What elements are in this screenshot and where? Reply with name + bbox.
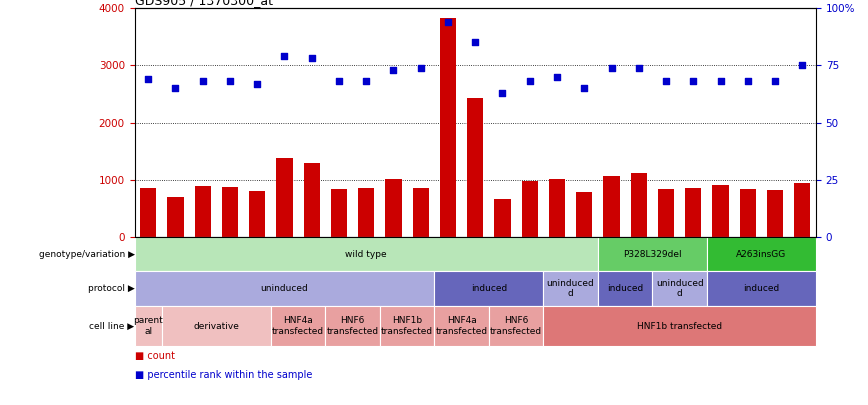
Point — [168, 85, 182, 92]
Bar — [598, 237, 707, 271]
Bar — [135, 271, 434, 306]
Bar — [276, 158, 293, 237]
Point — [141, 76, 155, 82]
Text: ■ count: ■ count — [135, 351, 174, 361]
Point — [386, 67, 400, 73]
Point — [250, 80, 264, 87]
Point — [741, 78, 755, 85]
Bar — [249, 191, 266, 237]
Bar — [576, 192, 593, 237]
Point — [359, 78, 373, 85]
Bar — [467, 98, 483, 237]
Bar — [358, 188, 374, 237]
Text: uninduced: uninduced — [260, 284, 308, 293]
Text: A263insGG: A263insGG — [736, 249, 786, 259]
Bar — [630, 173, 647, 237]
Bar — [598, 271, 653, 306]
Bar — [543, 306, 816, 346]
Bar — [168, 198, 184, 237]
Point — [577, 85, 591, 92]
Bar — [434, 306, 489, 346]
Bar — [549, 179, 565, 237]
Point — [768, 78, 782, 85]
Bar — [161, 306, 271, 346]
Point — [795, 62, 809, 68]
Bar — [707, 237, 816, 271]
Bar — [713, 185, 729, 237]
Bar — [412, 188, 429, 237]
Bar — [271, 306, 326, 346]
Text: HNF1b
transfected: HNF1b transfected — [381, 316, 433, 336]
Bar — [135, 306, 161, 346]
Point — [278, 53, 292, 60]
Text: protocol ▶: protocol ▶ — [88, 284, 135, 293]
Point — [414, 64, 428, 71]
Text: uninduced
d: uninduced d — [655, 279, 704, 298]
Point — [713, 78, 727, 85]
Text: induced: induced — [607, 284, 643, 293]
Text: HNF1b transfected: HNF1b transfected — [637, 322, 722, 330]
Bar — [603, 176, 620, 237]
Text: induced: induced — [470, 284, 507, 293]
Point — [605, 64, 619, 71]
Text: P328L329del: P328L329del — [623, 249, 681, 259]
Bar — [658, 189, 674, 237]
Bar — [331, 189, 347, 237]
Point — [195, 78, 210, 85]
Bar — [380, 306, 434, 346]
Text: induced: induced — [743, 284, 779, 293]
Point — [332, 78, 346, 85]
Bar — [221, 187, 238, 237]
Bar — [140, 188, 156, 237]
Text: ■ percentile rank within the sample: ■ percentile rank within the sample — [135, 370, 312, 380]
Bar — [440, 18, 457, 237]
Bar — [543, 271, 598, 306]
Bar — [766, 190, 783, 237]
Text: HNF6
transfected: HNF6 transfected — [326, 316, 378, 336]
Text: cell line ▶: cell line ▶ — [89, 322, 135, 330]
Bar — [135, 237, 598, 271]
Bar — [740, 189, 756, 237]
Point — [687, 78, 700, 85]
Text: GDS905 / 1370300_at: GDS905 / 1370300_at — [135, 0, 273, 7]
Bar — [489, 306, 543, 346]
Point — [496, 90, 510, 96]
Bar — [304, 163, 320, 237]
Bar — [685, 188, 701, 237]
Bar — [194, 186, 211, 237]
Text: wild type: wild type — [345, 249, 387, 259]
Text: parent
al: parent al — [134, 316, 163, 336]
Text: genotype/variation ▶: genotype/variation ▶ — [38, 249, 135, 259]
Point — [469, 39, 483, 46]
Bar — [434, 271, 543, 306]
Text: uninduced
d: uninduced d — [547, 279, 595, 298]
Point — [632, 64, 646, 71]
Point — [223, 78, 237, 85]
Bar — [707, 271, 816, 306]
Bar — [494, 199, 510, 237]
Point — [550, 73, 564, 80]
Point — [523, 78, 536, 85]
Text: derivative: derivative — [194, 322, 240, 330]
Bar — [794, 183, 811, 237]
Text: HNF6
transfected: HNF6 transfected — [490, 316, 542, 336]
Bar — [653, 271, 707, 306]
Bar — [522, 181, 538, 237]
Bar — [326, 306, 380, 346]
Point — [441, 19, 455, 25]
Bar — [385, 179, 402, 237]
Point — [659, 78, 673, 85]
Point — [305, 55, 319, 62]
Text: HNF4a
transfected: HNF4a transfected — [272, 316, 324, 336]
Text: HNF4a
transfected: HNF4a transfected — [436, 316, 488, 336]
